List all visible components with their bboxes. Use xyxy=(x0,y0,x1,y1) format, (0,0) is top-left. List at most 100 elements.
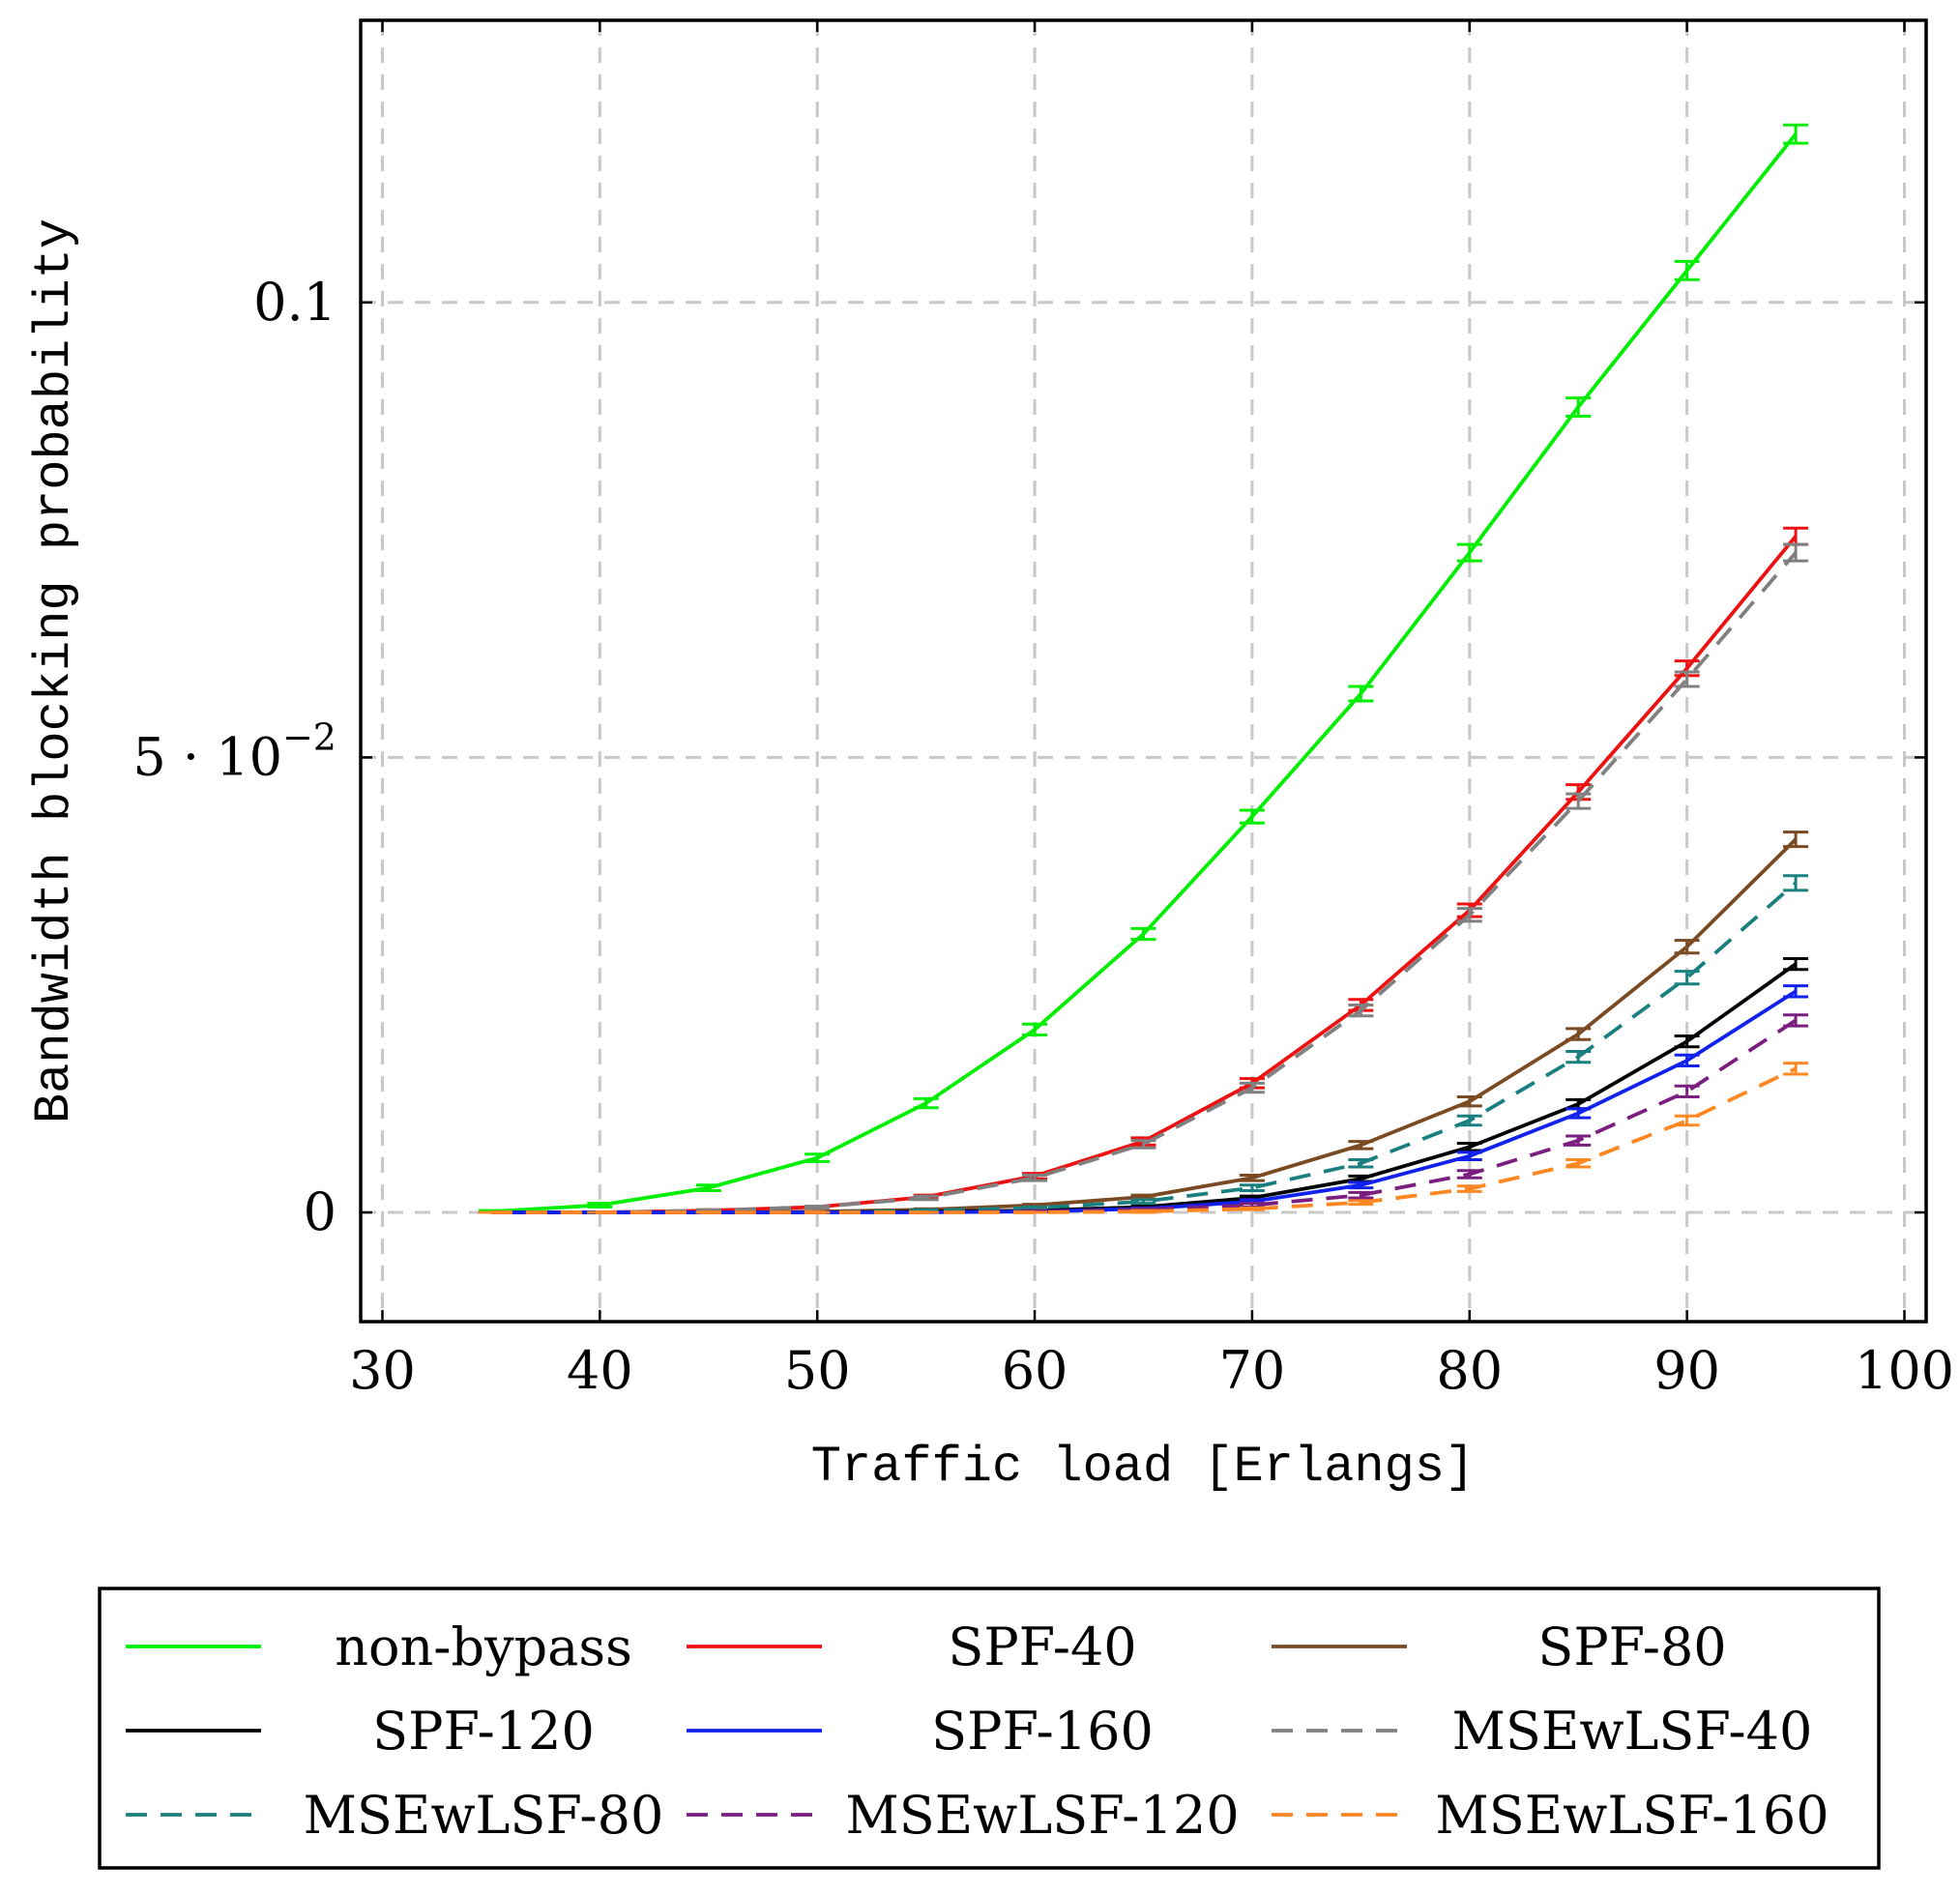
error-bar xyxy=(1456,1184,1482,1193)
y-tick-label: 5 · 10−2 xyxy=(132,715,336,787)
legend-label: SPF-40 xyxy=(948,1617,1136,1677)
y-tick-labels: 0 5 · 10−2 0.1 xyxy=(132,272,336,1242)
series-msewlsf-120 xyxy=(478,1013,1809,1214)
error-bar xyxy=(1348,1157,1374,1169)
x-tick-label: 50 xyxy=(784,1340,851,1401)
legend: non-bypass SPF-40 SPF-80 SPF-120 SPF-160 MSEw… xyxy=(98,1587,1881,1870)
series-spf-120 xyxy=(478,956,1809,1214)
x-tick-label: 30 xyxy=(349,1340,416,1401)
legend-entry: SPF-80 xyxy=(1272,1617,1727,1677)
x-tick-label: 60 xyxy=(1002,1340,1068,1401)
error-bar xyxy=(804,1204,831,1209)
x-tick-label: 70 xyxy=(1219,1340,1286,1401)
error-bar xyxy=(1783,984,1809,999)
error-bar xyxy=(1783,874,1809,892)
y-tick-exponent: −2 xyxy=(282,715,336,758)
legend-label: MSEwLSF-40 xyxy=(1452,1701,1813,1762)
error-bar xyxy=(1674,670,1700,688)
error-bar xyxy=(1783,123,1809,145)
error-bar xyxy=(1565,1134,1592,1147)
error-bar xyxy=(1674,970,1700,986)
x-axis-title: Traffic load [Erlangs] xyxy=(811,1439,1476,1496)
legend-entry: SPF-120 xyxy=(126,1701,595,1762)
legend-items: non-bypass SPF-40 SPF-80 SPF-120 SPF-160 MSEw… xyxy=(126,1617,1829,1846)
series-line xyxy=(490,132,1798,1213)
error-bar xyxy=(1456,1095,1482,1108)
error-bar xyxy=(1239,1173,1265,1182)
error-bar xyxy=(1674,1114,1700,1127)
series-spf-80 xyxy=(478,830,1809,1214)
legend-label: SPF-160 xyxy=(931,1701,1154,1762)
error-bar xyxy=(1239,1206,1265,1211)
error-bar xyxy=(1456,1151,1482,1161)
error-bar xyxy=(1674,1053,1700,1068)
error-bar xyxy=(1674,939,1700,955)
legend-label: MSEwLSF-80 xyxy=(304,1785,664,1846)
error-bar xyxy=(1456,1169,1482,1180)
legend-label: SPF-120 xyxy=(372,1701,595,1762)
error-bar xyxy=(1130,926,1156,942)
x-tick-label: 80 xyxy=(1436,1340,1503,1401)
error-bar xyxy=(1456,542,1482,563)
error-bar xyxy=(1565,396,1592,418)
legend-label: MSEwLSF-120 xyxy=(845,1785,1239,1846)
error-bar xyxy=(1783,1062,1809,1076)
error-bar xyxy=(1348,1199,1374,1207)
error-bar xyxy=(1348,1190,1374,1200)
error-bar xyxy=(1565,1049,1592,1064)
error-bar xyxy=(1348,1140,1374,1151)
error-bar xyxy=(587,1202,613,1209)
error-bar xyxy=(1565,1027,1592,1041)
error-bar xyxy=(1456,907,1482,923)
legend-box xyxy=(98,1587,1881,1870)
error-bar xyxy=(804,1152,831,1163)
y-tick-label: 0.1 xyxy=(253,272,336,333)
series-line xyxy=(490,535,1798,1214)
error-bar xyxy=(1239,1081,1265,1094)
error-bar xyxy=(1130,1139,1156,1150)
error-bar xyxy=(1674,1034,1700,1049)
error-bar xyxy=(1565,1107,1592,1120)
series-msewlsf-160 xyxy=(478,1062,1809,1214)
x-tick-label: 90 xyxy=(1653,1340,1720,1401)
legend-entry: non-bypass xyxy=(126,1617,632,1677)
legend-entry: SPF-40 xyxy=(687,1617,1137,1677)
series-line xyxy=(490,962,1798,1214)
series-line xyxy=(490,551,1798,1214)
legend-entry: MSEwLSF-160 xyxy=(1272,1785,1829,1846)
legend-entry: MSEwLSF-40 xyxy=(1272,1701,1812,1762)
error-bar xyxy=(1783,1013,1809,1028)
series-line xyxy=(490,1018,1798,1214)
error-bar xyxy=(1348,1003,1374,1018)
series-spf-160 xyxy=(478,984,1809,1214)
axis-ticks xyxy=(361,20,1926,1322)
legend-label: non-bypass xyxy=(335,1617,632,1677)
error-bar xyxy=(1674,1084,1700,1099)
error-bar xyxy=(1783,526,1809,546)
error-bar xyxy=(1022,1173,1048,1182)
error-bar xyxy=(1348,685,1374,703)
error-bar xyxy=(1456,1114,1482,1127)
error-bar xyxy=(1783,956,1809,972)
legend-entry: SPF-160 xyxy=(687,1701,1154,1762)
legend-entry: MSEwLSF-80 xyxy=(126,1785,663,1846)
series-line xyxy=(490,989,1798,1214)
data-series xyxy=(478,123,1809,1214)
error-bar xyxy=(1348,1180,1374,1190)
error-bar xyxy=(1783,830,1809,849)
series-non-bypass xyxy=(478,123,1809,1214)
legend-entry: MSEwLSF-120 xyxy=(687,1785,1240,1846)
y-axis-title: Bandwidth blocking probability xyxy=(26,219,83,1123)
error-bar xyxy=(1674,259,1700,281)
error-bar xyxy=(1239,808,1265,825)
error-bar xyxy=(913,1194,939,1202)
x-tick-label: 40 xyxy=(567,1340,633,1401)
error-bar xyxy=(913,1096,939,1110)
x-tick-labels: 30 40 50 60 70 80 90 100 xyxy=(349,1340,1954,1401)
series-spf-40 xyxy=(478,526,1809,1214)
x-tick-label: 100 xyxy=(1855,1340,1954,1401)
error-bar xyxy=(1130,1198,1156,1206)
series-msewlsf-40 xyxy=(478,542,1809,1214)
error-bar xyxy=(1783,542,1809,563)
